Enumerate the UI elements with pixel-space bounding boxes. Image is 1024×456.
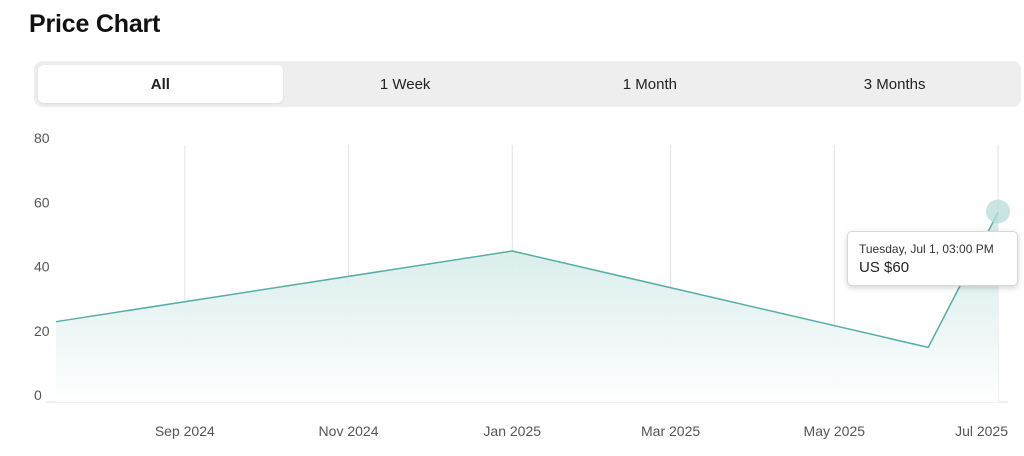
tab-all[interactable]: All [38,65,283,103]
y-tick-label: 0 [34,387,42,403]
tab-1-month[interactable]: 1 Month [622,75,677,93]
x-tick-label: May 2025 [804,423,866,439]
x-tick-label: Sep 2024 [155,423,215,439]
y-tick-label: 80 [34,130,50,146]
x-tick-label: Jan 2025 [483,423,541,439]
x-tick-label: Nov 2024 [319,423,379,439]
highlight-point-marker[interactable] [986,199,1010,224]
x-tick-label: Mar 2025 [641,423,700,439]
tab-1-week[interactable]: 1 Week [379,75,431,93]
y-tick-label: 40 [34,259,50,275]
price-area [56,212,998,402]
tab-3-months[interactable]: 3 Months [863,75,926,93]
price-tooltip: Tuesday, Jul 1, 03:00 PM US $60 [847,231,1018,286]
tooltip-value: US $60 [859,259,910,276]
y-tick-label: 20 [34,323,50,339]
x-tick-label: Jul 2025 [955,423,1008,439]
tooltip-date: Tuesday, Jul 1, 03:00 PM [859,242,994,256]
page-title: Price Chart [29,10,161,38]
y-tick-label: 60 [34,194,50,210]
range-tab-bar: All 1 Week 1 Month 3 Months [34,61,1021,107]
